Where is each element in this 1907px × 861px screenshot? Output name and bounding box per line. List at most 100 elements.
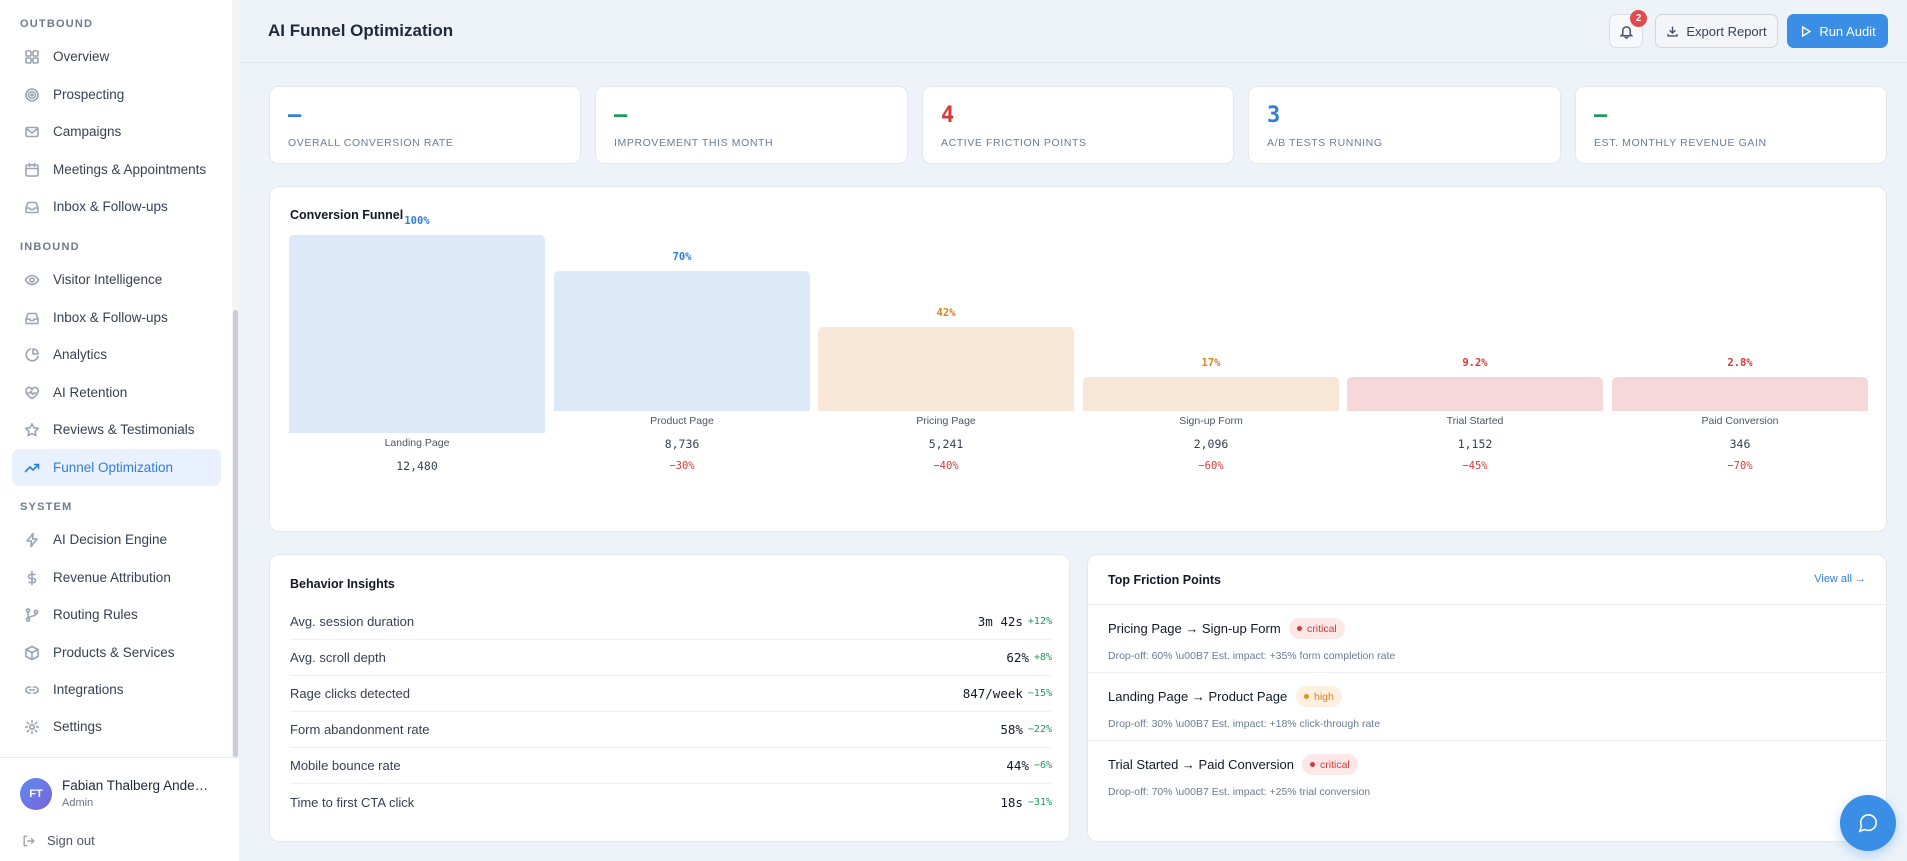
sidebar-item-inbox-outbound[interactable]: Inbox & Follow-ups bbox=[12, 188, 221, 225]
funnel-bar[interactable] bbox=[1347, 377, 1603, 411]
stat-label: OVERALL CONVERSION RATE bbox=[288, 137, 454, 149]
top-bar: AI Funnel Optimization 2 Export Report R… bbox=[240, 0, 1907, 63]
sign-out-button[interactable]: Sign out bbox=[22, 833, 95, 848]
run-audit-label: Run Audit bbox=[1819, 23, 1876, 39]
funnel-percent: 17% bbox=[1201, 357, 1221, 369]
severity-badge: critical bbox=[1302, 754, 1358, 775]
sidebar-item-integrations[interactable]: Integrations bbox=[12, 671, 221, 708]
chat-bubble-icon bbox=[1858, 814, 1878, 833]
star-icon bbox=[24, 422, 40, 438]
bell-icon bbox=[1619, 25, 1633, 39]
inbox-icon bbox=[24, 199, 40, 215]
sidebar-item-ai-decision-engine[interactable]: AI Decision Engine bbox=[12, 521, 221, 558]
friction-item[interactable]: Landing Page → Product Page high Drop-of… bbox=[1088, 673, 1886, 741]
sidebar-item-prospecting[interactable]: Prospecting bbox=[12, 76, 221, 113]
calendar-icon bbox=[24, 162, 40, 178]
insight-label: Rage clicks detected bbox=[290, 686, 410, 701]
funnel-percent: 9.2% bbox=[1462, 357, 1488, 369]
behavior-insights-panel: Behavior Insights Avg. session duration … bbox=[269, 554, 1070, 842]
stat-card-conversion-rate: – OVERALL CONVERSION RATE bbox=[269, 86, 581, 164]
user-panel: FT Fabian Thalberg Andersen Admin Sign o… bbox=[0, 757, 239, 861]
panel-title: Top Friction Points bbox=[1108, 573, 1221, 587]
funnel-percent: 70% bbox=[672, 251, 692, 263]
sidebar-item-label: Meetings & Appointments bbox=[53, 162, 207, 177]
friction-title: Landing Page → Product Page bbox=[1108, 689, 1288, 704]
insight-delta: +8% bbox=[1033, 652, 1052, 663]
play-icon bbox=[1802, 25, 1812, 37]
insight-label: Mobile bounce rate bbox=[290, 758, 401, 773]
funnel-stage-name: Trial Started bbox=[1446, 415, 1504, 427]
sidebar-item-label: Visitor Intelligence bbox=[53, 272, 163, 287]
friction-panel-header: Top Friction Points View all → bbox=[1088, 555, 1886, 605]
heart-pulse-icon bbox=[24, 385, 40, 401]
sidebar-item-label: Inbox & Follow-ups bbox=[53, 310, 168, 325]
zap-icon bbox=[24, 532, 40, 548]
inbox-icon bbox=[24, 310, 40, 326]
funnel-bar[interactable] bbox=[818, 327, 1074, 411]
funnel-stage-count: 5,241 bbox=[928, 437, 964, 451]
sidebar-item-settings[interactable]: Settings bbox=[12, 708, 221, 745]
insight-row: Rage clicks detected 847/week −15% bbox=[290, 676, 1052, 712]
sidebar-item-label: Inbox & Follow-ups bbox=[53, 199, 168, 214]
friction-item[interactable]: Trial Started → Paid Conversion critical… bbox=[1088, 741, 1886, 809]
sidebar-item-inbox-inbound[interactable]: Inbox & Follow-ups bbox=[12, 299, 221, 336]
sidebar-item-analytics[interactable]: Analytics bbox=[12, 336, 221, 373]
package-icon bbox=[24, 645, 40, 661]
insight-row: Mobile bounce rate 44% −6% bbox=[290, 748, 1052, 784]
sidebar-item-label: Revenue Attribution bbox=[53, 570, 171, 585]
sidebar-item-ai-retention[interactable]: AI Retention bbox=[12, 374, 221, 411]
grid-icon bbox=[24, 49, 40, 65]
stat-value: – bbox=[288, 103, 302, 128]
insight-value: 3m 42s bbox=[977, 614, 1023, 629]
stat-value: 4 bbox=[941, 103, 955, 128]
funnel-bar[interactable] bbox=[554, 271, 810, 411]
sidebar-item-meetings[interactable]: Meetings & Appointments bbox=[12, 151, 221, 188]
sidebar-item-label: Settings bbox=[53, 719, 102, 734]
sidebar-item-products-services[interactable]: Products & Services bbox=[12, 634, 221, 671]
severity-dot bbox=[1297, 626, 1302, 631]
sign-out-label: Sign out bbox=[47, 833, 95, 848]
stat-label: ACTIVE FRICTION POINTS bbox=[941, 137, 1087, 149]
export-report-label: Export Report bbox=[1686, 23, 1767, 39]
insight-delta: −6% bbox=[1033, 760, 1052, 771]
sidebar: OUTBOUND Overview Prospecting Campaigns … bbox=[0, 0, 239, 861]
insight-row: Form abandonment rate 58% −22% bbox=[290, 712, 1052, 748]
insight-label: Avg. scroll depth bbox=[290, 650, 386, 665]
friction-item[interactable]: Pricing Page → Sign-up Form critical Dro… bbox=[1088, 605, 1886, 673]
sidebar-item-routing-rules[interactable]: Routing Rules bbox=[12, 596, 221, 633]
download-icon bbox=[1667, 26, 1679, 37]
sidebar-item-reviews[interactable]: Reviews & Testimonials bbox=[12, 411, 221, 448]
sidebar-item-revenue-attribution[interactable]: Revenue Attribution bbox=[12, 559, 221, 596]
funnel-stage-name: Pricing Page bbox=[916, 415, 976, 427]
friction-title: Trial Started → Paid Conversion bbox=[1108, 757, 1294, 772]
funnel-bar[interactable] bbox=[1612, 377, 1868, 411]
funnel-stage-drop: −40% bbox=[933, 460, 959, 472]
sidebar-item-overview[interactable]: Overview bbox=[12, 38, 221, 75]
funnel-stage-count: 346 bbox=[1729, 437, 1751, 451]
sidebar-scrollbar-thumb[interactable] bbox=[233, 310, 238, 757]
funnel-bar[interactable] bbox=[1083, 377, 1339, 411]
avatar[interactable]: FT bbox=[20, 778, 52, 810]
git-branch-icon bbox=[24, 607, 40, 623]
sidebar-item-funnel-optimization[interactable]: Funnel Optimization bbox=[12, 449, 221, 486]
view-all-link[interactable]: View all → bbox=[1814, 573, 1866, 585]
sidebar-item-label: AI Retention bbox=[53, 385, 128, 400]
section-label-system: SYSTEM bbox=[20, 501, 73, 513]
run-audit-button[interactable]: Run Audit bbox=[1787, 14, 1888, 48]
sidebar-item-visitor-intelligence[interactable]: Visitor Intelligence bbox=[12, 261, 221, 298]
insight-delta: −22% bbox=[1027, 724, 1052, 735]
sidebar-item-campaigns[interactable]: Campaigns bbox=[12, 113, 221, 150]
severity-dot bbox=[1310, 762, 1315, 767]
insight-value: 58% bbox=[1000, 722, 1023, 737]
link-icon bbox=[24, 682, 40, 698]
severity-badge: high bbox=[1296, 686, 1342, 707]
funnel-stage-drop: −60% bbox=[1198, 460, 1224, 472]
funnel-bar[interactable] bbox=[289, 235, 545, 433]
funnel-stage-count: 8,736 bbox=[664, 437, 700, 451]
gear-icon bbox=[24, 719, 40, 735]
export-report-button[interactable]: Export Report bbox=[1655, 14, 1778, 48]
insight-label: Avg. session duration bbox=[290, 614, 415, 629]
insight-value: 62% bbox=[1006, 650, 1029, 665]
stat-label: EST. MONTHLY REVENUE GAIN bbox=[1594, 137, 1767, 149]
chat-button[interactable] bbox=[1840, 795, 1896, 851]
